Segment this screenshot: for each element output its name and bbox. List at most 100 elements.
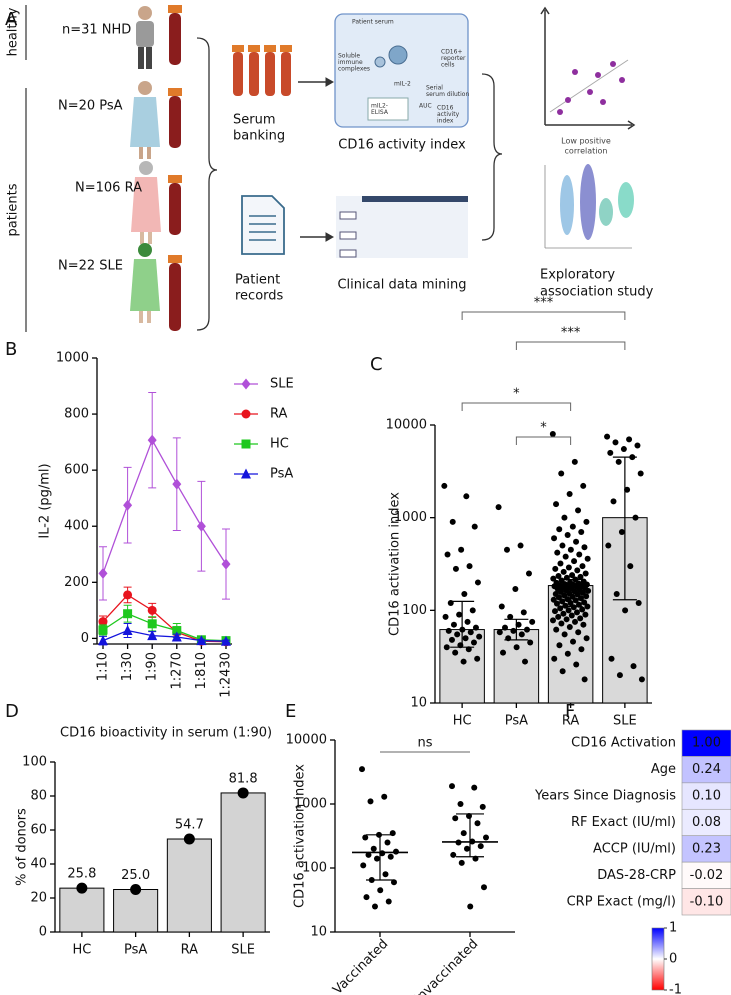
- data-point: [503, 546, 510, 553]
- marker: [196, 520, 206, 532]
- data-point: [559, 542, 566, 549]
- data-point: [558, 470, 565, 477]
- data-point: [381, 793, 388, 800]
- data-point: [553, 600, 560, 607]
- data-point: [562, 602, 569, 609]
- data-point: [552, 565, 559, 572]
- data-point: [559, 598, 566, 605]
- data-point: [460, 658, 467, 665]
- data-point: [626, 436, 633, 443]
- data-point: [577, 615, 584, 622]
- data-point: [377, 887, 384, 894]
- data-point: [518, 631, 525, 638]
- icon-caption: Low positive: [561, 137, 611, 146]
- assay-note: complexes: [338, 66, 370, 73]
- data-point: [460, 830, 467, 837]
- x-tick-label: PsA: [124, 943, 147, 958]
- y-tick-label: 1000: [294, 797, 327, 812]
- data-point: [523, 626, 530, 633]
- data-point: [582, 570, 589, 577]
- data-point: [579, 563, 586, 570]
- significance-bracket: [515, 341, 626, 350]
- data-point: [575, 629, 582, 636]
- data-point: [556, 526, 563, 533]
- data-point: [566, 491, 573, 498]
- data-point: [568, 612, 575, 619]
- data-point: [576, 551, 583, 558]
- data-point: [605, 542, 612, 549]
- bar: [220, 792, 266, 933]
- data-point: [390, 879, 397, 886]
- assay-note: CD16: [437, 105, 454, 112]
- data-point: [237, 787, 249, 799]
- y-tick-label: 10: [410, 696, 427, 711]
- data-point: [365, 851, 372, 858]
- data-point: [450, 851, 457, 858]
- assay-note: AUC: [419, 103, 432, 110]
- cohort-label: n=31 NHD: [62, 23, 131, 38]
- row-label: Age: [651, 762, 676, 777]
- error-bar: [450, 600, 475, 648]
- data-point: [515, 621, 522, 628]
- data-point: [450, 621, 457, 628]
- panel-label: E: [285, 701, 296, 722]
- data-point: [634, 442, 641, 449]
- data-point: [583, 518, 590, 525]
- y-tick-label: 600: [64, 463, 89, 478]
- significance-label: *: [540, 421, 547, 436]
- row-label: DAS-28-CRP: [597, 868, 676, 883]
- data-point: [558, 620, 565, 627]
- legend-label: HC: [270, 437, 289, 452]
- data-point: [581, 676, 588, 683]
- data-point: [637, 470, 644, 477]
- assay-note: Soluble: [338, 53, 360, 60]
- step-label: Serum: [233, 113, 276, 128]
- data-point: [584, 555, 591, 562]
- row-label: CD16 Activation: [571, 736, 676, 751]
- legend-label: RA: [270, 407, 288, 422]
- data-point: [471, 784, 478, 791]
- data-point: [551, 608, 558, 615]
- data-point: [183, 833, 195, 845]
- data-point: [580, 482, 587, 489]
- data-point: [559, 668, 566, 675]
- data-point: [367, 798, 374, 805]
- data-point: [520, 609, 527, 616]
- data-point: [557, 560, 564, 567]
- marker: [172, 626, 182, 636]
- data-point: [467, 629, 474, 636]
- x-tick-label: HC: [453, 714, 472, 729]
- marker: [98, 567, 108, 579]
- marker: [147, 434, 157, 446]
- group-label: healthy: [6, 7, 21, 56]
- y-axis-label: IL-2 (pg/ml): [38, 463, 53, 538]
- y-tick-label: 1000: [56, 351, 89, 366]
- y-tick-label: 200: [64, 575, 89, 590]
- y-tick-label: 100: [402, 603, 427, 618]
- data-point: [498, 603, 505, 610]
- data-point: [632, 514, 639, 521]
- x-tick-label: 1:810: [194, 652, 209, 689]
- data-point: [635, 599, 642, 606]
- marker: [123, 609, 133, 619]
- data-point: [452, 815, 459, 822]
- heatmap-cell: [681, 729, 731, 757]
- y-tick-label: 0: [81, 631, 89, 646]
- assay-note: activity: [437, 111, 460, 118]
- data-point: [477, 843, 484, 850]
- data-point: [618, 529, 625, 536]
- data-point: [384, 839, 391, 846]
- row-label: ACCP (IU/ml): [593, 841, 676, 856]
- x-tick-label: Unvaccinated: [408, 937, 481, 995]
- error-bar: [366, 834, 394, 881]
- data-point: [130, 884, 142, 895]
- significance-bracket: [515, 436, 572, 445]
- x-tick-label: RA: [181, 943, 199, 958]
- y-tick-label: 10000: [386, 418, 427, 433]
- step-label: Exploratory: [540, 268, 615, 283]
- data-point: [512, 585, 519, 592]
- cell-label: 0.23: [692, 841, 721, 856]
- data-point: [570, 638, 577, 645]
- data-point: [567, 546, 574, 553]
